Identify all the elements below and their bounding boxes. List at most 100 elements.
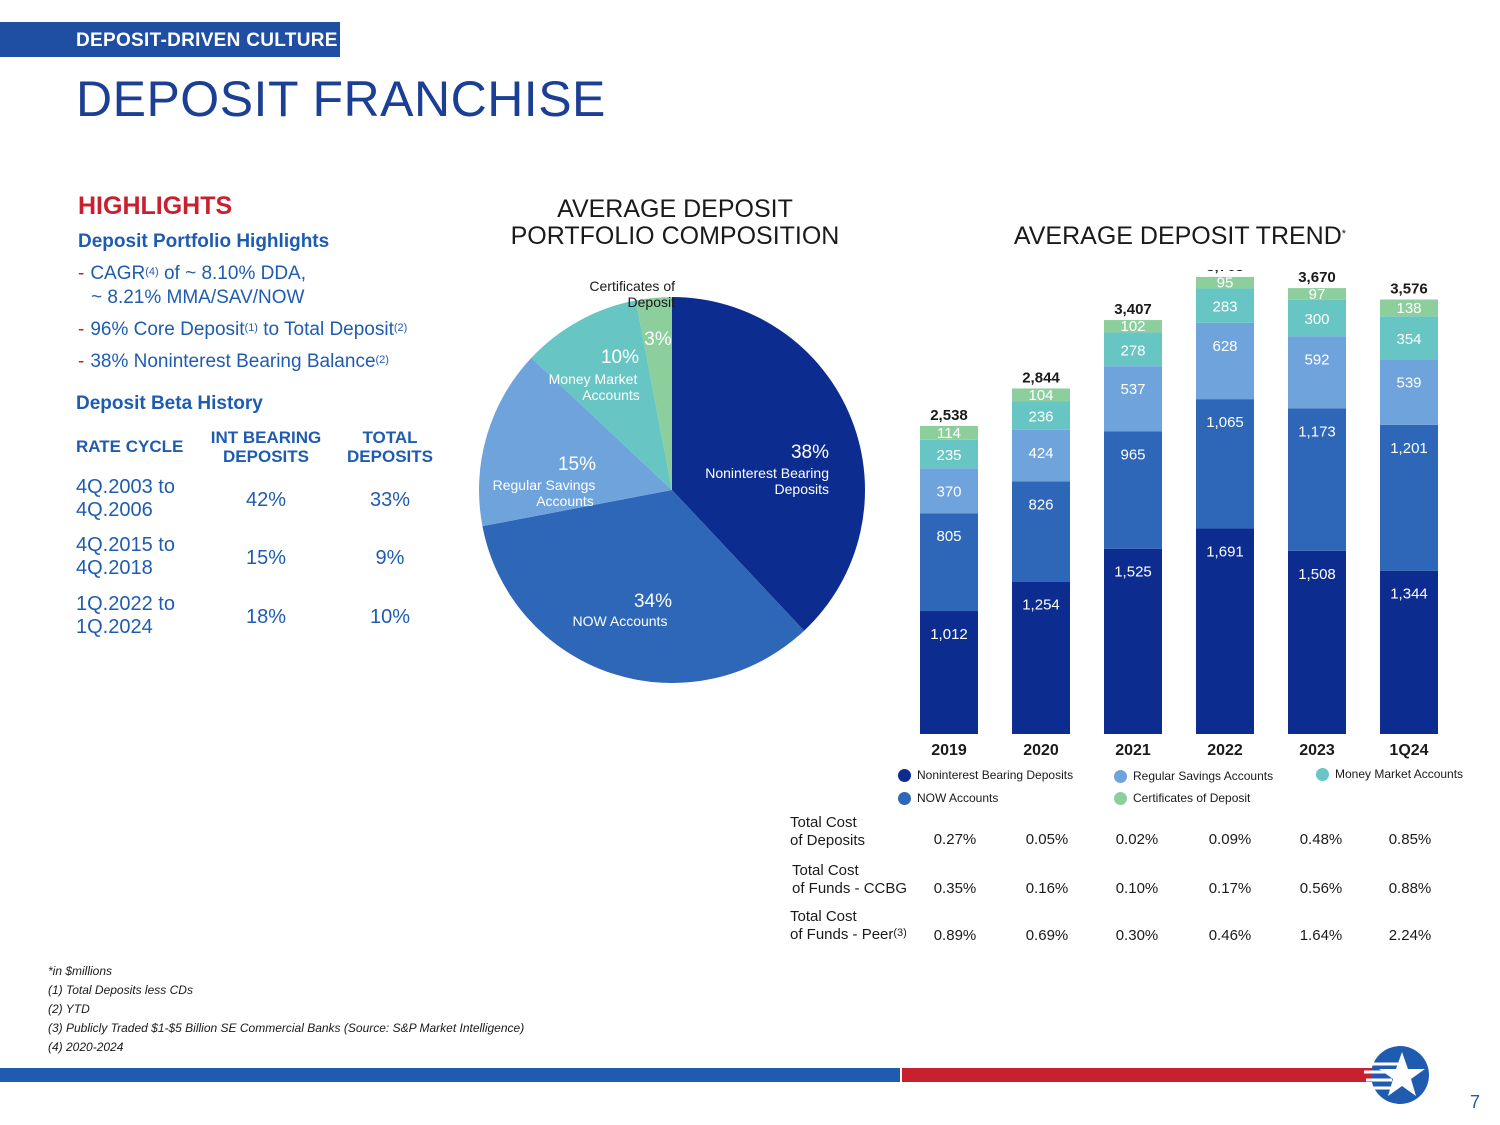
bullet-text: ~ 8.21% MMA/SAV/NOW — [91, 287, 305, 308]
x-tick-label: 2019 — [931, 742, 967, 759]
bar-value-label: 1,201 — [1390, 440, 1428, 457]
cost-row-label: Total Cost of Funds - CCBG — [792, 862, 907, 898]
bar-segment — [1196, 288, 1254, 323]
bar-chart-title: AVERAGE DEPOSIT TREND* — [1000, 223, 1360, 250]
beta-int-value: 42% — [245, 489, 287, 511]
pie-slice — [482, 490, 805, 683]
bar-segment — [1380, 570, 1438, 734]
cost-label-line: Total Cost — [790, 908, 857, 925]
cost-value: 0.69% — [1025, 927, 1069, 944]
bar-segment — [1380, 299, 1438, 317]
bar-value-label: 592 — [1304, 351, 1329, 368]
pie-slice-label: NOW Accounts — [573, 613, 668, 629]
x-tick-label: 2022 — [1207, 742, 1243, 759]
cost-value: 0.02% — [1115, 831, 1159, 848]
legend-label: Certificates of Deposit — [1133, 791, 1251, 805]
x-tick-label: 2023 — [1299, 742, 1335, 759]
cost-label-line: Total Cost — [792, 862, 859, 879]
pie-pct-label: 38% — [791, 442, 829, 463]
beta-cycle: 1Q.2024 — [76, 616, 153, 638]
section-tag-label: DEPOSIT-DRIVEN CULTURE — [76, 30, 338, 51]
page-number: 7 — [1470, 1092, 1481, 1112]
bar-value-label: 95 — [1217, 275, 1234, 292]
bar-total-label: 3,576 — [1390, 281, 1428, 298]
bullet-cagr: - CAGR(4) of ~ 8.10% DDA, ~ 8.21% MMA/SAV… — [78, 263, 307, 308]
bar-segment — [1288, 288, 1346, 300]
legend-swatch — [898, 791, 911, 805]
beta-total-value: 9% — [375, 547, 405, 569]
cost-value: 0.10% — [1115, 880, 1159, 897]
pie-slice-label: Deposits — [775, 481, 829, 497]
portfolio-highlights-heading: Deposit Portfolio Highlights — [78, 231, 330, 252]
beta-int-value: 18% — [245, 606, 287, 628]
beta-cycle: 1Q.2022 to — [76, 593, 175, 615]
bar-value-label: 97 — [1309, 286, 1326, 303]
bar-value-label: 1,065 — [1206, 414, 1244, 431]
pie-title-line: PORTFOLIO COMPOSITION — [510, 222, 840, 250]
bar-segment — [1288, 550, 1346, 734]
bar-value-label: 102 — [1120, 318, 1145, 335]
beta-col-total: TOTAL DEPOSITS — [347, 428, 433, 466]
footer-bar-blue — [0, 1068, 900, 1082]
bar-value-label: 537 — [1120, 381, 1145, 398]
highlights-title: HIGHLIGHTS — [78, 192, 233, 220]
pie-slice — [479, 357, 672, 527]
bar-total-label: 2,844 — [1022, 369, 1060, 386]
bullet-text: of ~ 8.10% DDA, — [158, 263, 307, 284]
pie-slice-label: Money Market — [549, 371, 638, 387]
bar-value-label: 235 — [936, 447, 961, 464]
beta-col-int-bearing: INT BEARING DEPOSITS — [210, 428, 322, 466]
pie-slice-label: Certificates of — [589, 278, 675, 294]
footer-bar-red — [902, 1068, 1372, 1082]
footnote-ref: (2) — [393, 322, 408, 334]
bullet-noninterest: -38% Noninterest Bearing Balance(2) — [78, 351, 389, 372]
bar-value-label: 1,691 — [1206, 544, 1244, 561]
legend-item: Noninterest Bearing Deposits — [898, 768, 1073, 782]
legend-swatch — [1316, 767, 1329, 781]
pie-slice-label: Noninterest Bearing — [705, 465, 829, 481]
bar-value-label: 805 — [936, 528, 961, 545]
beta-row: 4Q.2015 to 4Q.2018 — [76, 534, 175, 580]
bar-segment — [1012, 581, 1070, 734]
bar-value-label: 236 — [1028, 408, 1053, 425]
bar-segment — [1196, 276, 1254, 289]
cost-value: 0.48% — [1299, 831, 1343, 848]
bar-value-label: 628 — [1212, 338, 1237, 355]
bar-value-label: 539 — [1396, 374, 1421, 391]
pie-pct-label: 15% — [558, 454, 596, 475]
pie-slice — [672, 297, 865, 631]
pie-pct-label: 34% — [634, 591, 672, 612]
pie-title-line: AVERAGE DEPOSIT — [557, 195, 793, 223]
bar-value-label: 1,173 — [1298, 423, 1336, 440]
bar-total-label: 3,670 — [1298, 270, 1336, 286]
cost-value: 0.85% — [1388, 831, 1432, 848]
footnote: (4) 2020-2024 — [48, 1040, 124, 1054]
bar-segment — [1196, 528, 1254, 734]
bar-segment — [1012, 429, 1070, 482]
bar-segment — [1104, 431, 1162, 549]
legend-item: Certificates of Deposit — [1114, 791, 1250, 805]
bar-value-label: 1,012 — [930, 626, 968, 643]
pie-slice-label: Accounts — [536, 493, 594, 509]
beta-cycle: 4Q.2003 to — [76, 476, 175, 498]
cost-value: 0.30% — [1115, 927, 1159, 944]
bullet-text: CAGR — [90, 263, 146, 284]
cost-value: 0.16% — [1025, 880, 1069, 897]
x-tick-label: 2021 — [1115, 742, 1151, 759]
bar-total-label: 3,763 — [1206, 270, 1244, 275]
cost-value: 0.89% — [933, 927, 977, 944]
bar-segment — [1104, 548, 1162, 734]
beta-history-heading: Deposit Beta History — [76, 393, 263, 414]
beta-cycle: 4Q.2006 — [76, 499, 153, 521]
bar-segment — [1196, 399, 1254, 529]
bar-title-footnote: * — [1341, 228, 1347, 240]
bar-value-label: 104 — [1028, 387, 1053, 404]
beta-row: 4Q.2003 to 4Q.2006 — [76, 476, 175, 522]
star-logo-icon — [1364, 1046, 1429, 1104]
bar-total-label: 2,538 — [930, 407, 968, 424]
bar-value-label: 300 — [1304, 311, 1329, 328]
pie-slice — [635, 297, 672, 490]
bar-segment — [1380, 359, 1438, 425]
cost-value: 1.64% — [1299, 927, 1343, 944]
